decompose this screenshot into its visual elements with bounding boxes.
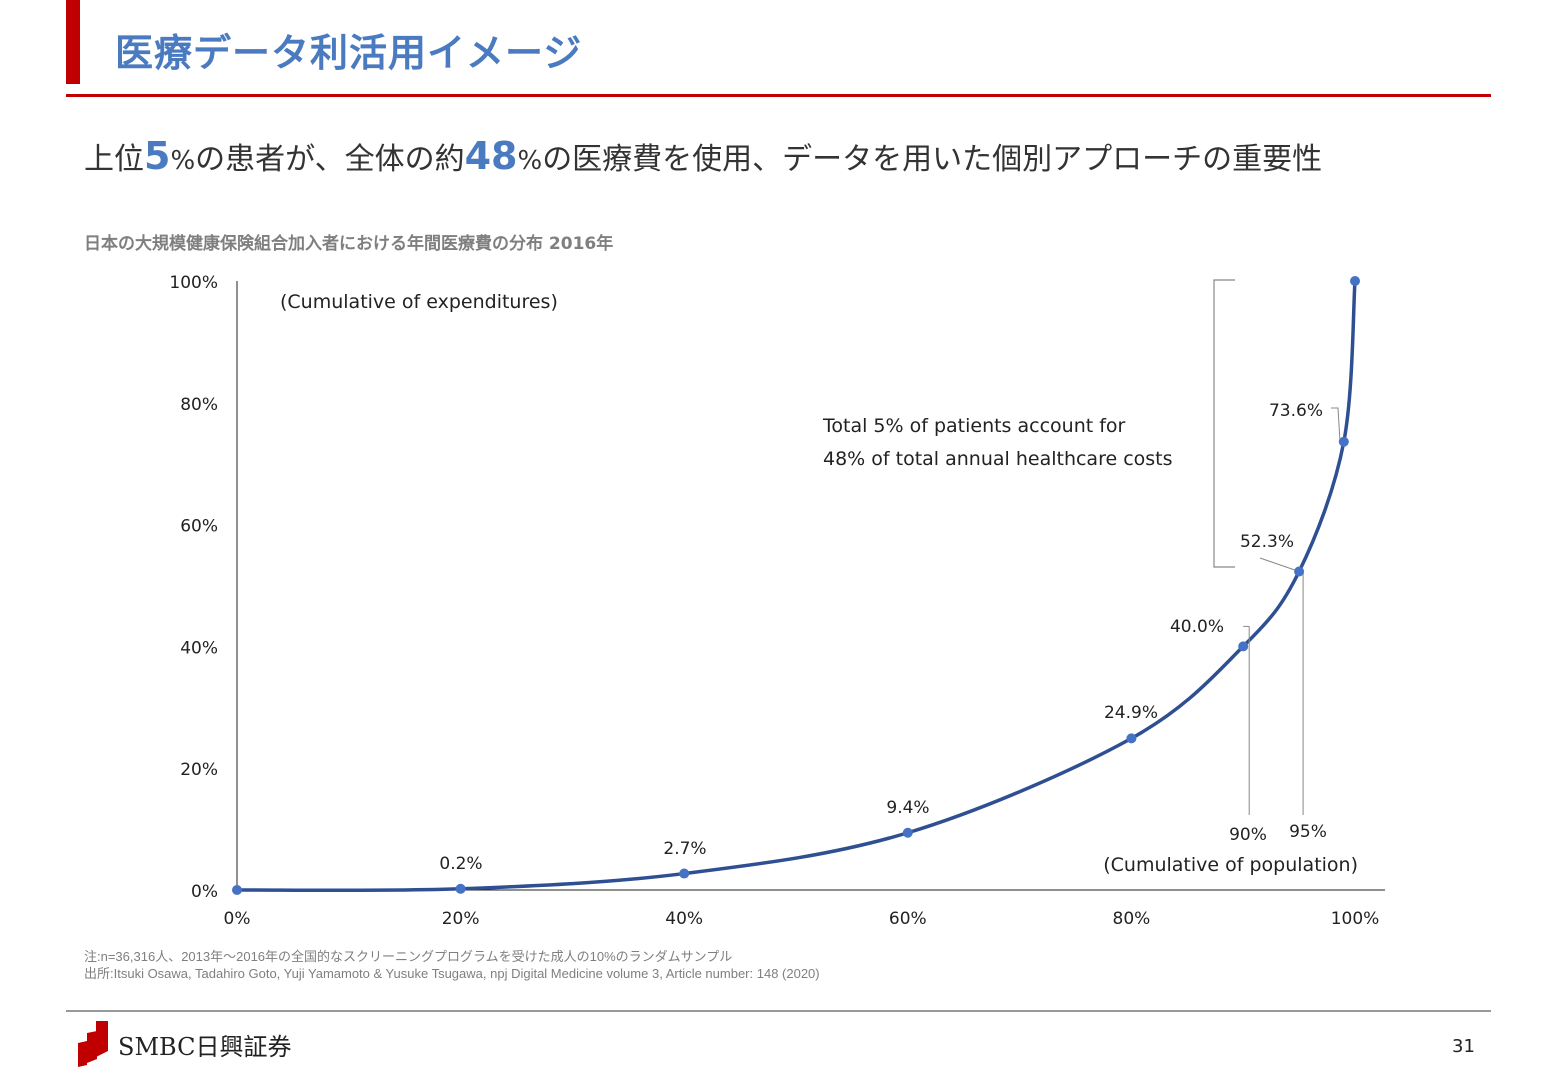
data-point bbox=[902, 827, 913, 838]
annotation-text: 48% of total annual healthcare costs bbox=[823, 448, 1173, 470]
y-tick-label: 80% bbox=[180, 395, 218, 415]
page-title: 医療データ利活用イメージ bbox=[115, 31, 583, 75]
logo-text: SMBC日興証券 bbox=[118, 1032, 292, 1061]
data-label: 2.7% bbox=[663, 839, 706, 859]
headline-pct2: % bbox=[517, 146, 543, 176]
data-point bbox=[1294, 566, 1305, 577]
data-label: 73.6% bbox=[1269, 401, 1323, 421]
annotation-text: Total 5% of patients account for bbox=[822, 415, 1126, 437]
title-divider bbox=[66, 94, 1491, 97]
x-tick-label: 100% bbox=[1331, 909, 1380, 929]
data-point bbox=[1338, 436, 1349, 447]
leader-52 bbox=[1259, 557, 1300, 572]
headline-part3: の医療費を使用、データを用いた個別アプローチの重要性 bbox=[542, 142, 1323, 177]
company-logo: SMBC日興証券 bbox=[78, 1020, 291, 1068]
headline-pct1: % bbox=[170, 146, 196, 176]
series-line bbox=[236, 280, 1357, 893]
data-label: 40.0% bbox=[1170, 617, 1224, 637]
title-accent-bar bbox=[66, 0, 80, 84]
x-tick-label: 80% bbox=[1113, 909, 1151, 929]
marker-label-90: 90% bbox=[1229, 825, 1267, 845]
footnotes: 注:n=36,316人、2013年～2016年の全国的なスクリーニングプログラム… bbox=[84, 948, 820, 982]
y-tick-label: 40% bbox=[180, 638, 218, 658]
data-label: 9.4% bbox=[886, 798, 929, 818]
y-tick-label: 100% bbox=[169, 273, 218, 293]
data-point bbox=[1126, 733, 1137, 744]
source-text: 出所:Itsuki Osawa, Tadahiro Goto, Yuji Yam… bbox=[84, 966, 820, 981]
x-tick-label: 20% bbox=[442, 909, 480, 929]
note-text: 注:n=36,316人、2013年～2016年の全国的なスクリーニングプログラム… bbox=[84, 949, 733, 964]
data-label: 52.3% bbox=[1240, 532, 1294, 552]
y-tick-label: 20% bbox=[180, 760, 218, 780]
data-point bbox=[1238, 641, 1249, 652]
bracket bbox=[1213, 279, 1235, 568]
data-point bbox=[679, 868, 690, 879]
data-point bbox=[1350, 276, 1360, 286]
y-tick-label: 60% bbox=[180, 517, 218, 537]
headline-num2: 48 bbox=[464, 134, 518, 178]
x-tick-label: 40% bbox=[665, 909, 703, 929]
page-number: 31 bbox=[1452, 1036, 1475, 1057]
leader-73 bbox=[1331, 407, 1341, 442]
data-point bbox=[455, 883, 466, 894]
data-point bbox=[232, 885, 242, 895]
headline-part2: の患者が、全体の約 bbox=[195, 142, 465, 177]
headline: 上位5%の患者が、全体の約48%の医療費を使用、データを用いた個別アプローチの重… bbox=[84, 134, 1322, 178]
y-axis-label: (Cumulative of expenditures) bbox=[280, 291, 558, 313]
x-tick-label: 0% bbox=[224, 909, 251, 929]
marker-label-95: 95% bbox=[1289, 822, 1327, 842]
x-tick-label: 60% bbox=[889, 909, 927, 929]
headline-num1: 5 bbox=[144, 134, 171, 178]
x-axis-label: (Cumulative of population) bbox=[1103, 854, 1358, 876]
logo-mark-icon bbox=[78, 1021, 108, 1067]
y-tick-label: 0% bbox=[191, 882, 218, 902]
headline-part1: 上位 bbox=[84, 142, 144, 177]
footer-divider bbox=[66, 1010, 1491, 1012]
chart-title: 日本の大規模健康保険組合加入者における年間医療費の分布 2016年 bbox=[84, 234, 614, 254]
data-label: 0.2% bbox=[439, 854, 482, 874]
data-label: 24.9% bbox=[1104, 703, 1158, 723]
